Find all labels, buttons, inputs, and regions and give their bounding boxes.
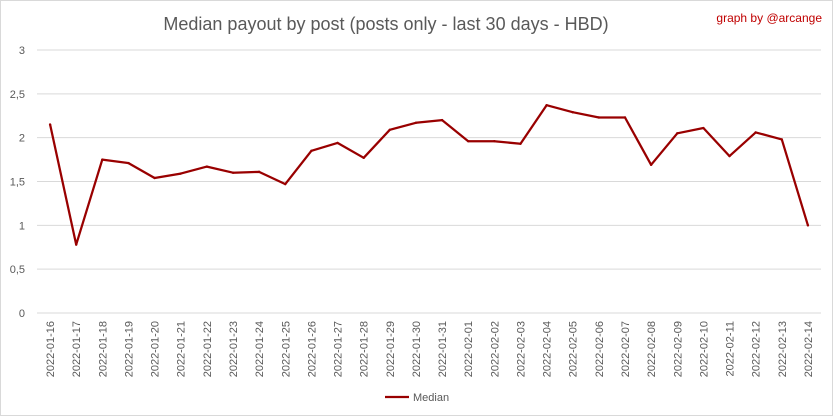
x-tick-label: 2022-01-20 <box>150 321 162 377</box>
gridlines <box>37 49 821 314</box>
data-point <box>754 131 757 134</box>
data-point <box>571 111 574 114</box>
legend-label-median: Median <box>413 392 449 404</box>
x-tick-label: 2022-01-26 <box>306 321 318 377</box>
x-tick-label: 2022-01-28 <box>359 321 371 377</box>
data-point <box>336 141 339 145</box>
x-tick-label: 2022-01-21 <box>176 321 188 377</box>
x-tick-label: 2022-02-01 <box>463 321 475 377</box>
data-point <box>153 176 156 180</box>
data-point <box>75 243 78 246</box>
x-tick-label: 2022-01-23 <box>228 321 240 377</box>
data-point <box>310 149 313 153</box>
x-tick-label: 2022-01-19 <box>123 321 135 377</box>
y-tick-label: 0 <box>19 308 25 320</box>
x-tick-label: 2022-02-04 <box>542 321 554 377</box>
x-tick-label: 2022-01-22 <box>202 321 214 377</box>
data-point <box>493 139 496 143</box>
data-point <box>623 116 627 119</box>
chart-credit: graph by @arcange <box>716 11 822 25</box>
data-point <box>101 158 104 161</box>
x-tick-label: 2022-02-11 <box>725 321 737 376</box>
series-line-median <box>48 104 810 246</box>
y-tick-label: 1,5 <box>10 177 25 189</box>
data-point <box>388 128 391 131</box>
y-tick-label: 2,5 <box>10 89 25 101</box>
x-tick-label: 2022-01-18 <box>97 321 109 377</box>
data-point <box>257 170 261 174</box>
x-tick-label: 2022-02-05 <box>568 321 580 377</box>
y-tick-label: 0,5 <box>10 264 25 276</box>
data-point <box>597 116 601 119</box>
data-point <box>231 171 235 174</box>
x-tick-label: 2022-02-13 <box>777 321 789 377</box>
data-point <box>519 142 522 146</box>
x-tick-label: 2022-02-03 <box>515 321 527 377</box>
data-point <box>205 165 209 168</box>
data-point <box>806 224 810 227</box>
x-tick-label: 2022-02-14 <box>803 321 815 377</box>
x-tick-label: 2022-02-09 <box>672 321 684 377</box>
data-point <box>440 118 444 122</box>
data-point <box>362 156 365 160</box>
x-tick-label: 2022-01-29 <box>385 321 397 377</box>
x-tick-label: 2022-02-02 <box>489 321 501 377</box>
y-tick-label: 1 <box>19 220 25 232</box>
x-tick-label: 2022-01-27 <box>333 321 345 377</box>
data-point <box>179 172 182 175</box>
x-tick-label: 2022-02-12 <box>751 321 763 377</box>
y-tick-label: 2 <box>19 133 25 145</box>
x-tick-label: 2022-02-07 <box>620 321 632 377</box>
y-tick-label: 3 <box>19 45 25 57</box>
x-tick-label: 2022-01-17 <box>71 321 83 377</box>
series-layer <box>48 104 810 246</box>
data-point <box>48 123 52 126</box>
chart-title: Median payout by post (posts only - last… <box>163 14 608 34</box>
x-tick-label: 2022-01-16 <box>45 321 57 377</box>
data-point <box>702 126 705 130</box>
x-tick-label: 2022-01-30 <box>411 321 423 377</box>
y-axis-ticks: 0 0,5 1 1,5 2 2,5 3 <box>10 45 25 320</box>
x-tick-label: 2022-01-24 <box>254 321 266 377</box>
data-point <box>649 163 653 167</box>
x-tick-label: 2022-02-06 <box>594 321 606 377</box>
x-tick-label: 2022-01-31 <box>437 321 449 377</box>
x-tick-label: 2022-01-25 <box>280 321 292 377</box>
x-tick-label: 2022-02-08 <box>646 321 658 377</box>
data-point <box>284 182 287 186</box>
data-point <box>545 104 548 107</box>
data-point <box>676 132 679 135</box>
x-axis-ticks: 2022-01-16 2022-01-17 2022-01-18 2022-01-19… <box>45 321 815 377</box>
data-point <box>467 139 470 143</box>
data-point <box>780 138 783 141</box>
x-tick-label: 2022-02-10 <box>698 321 710 377</box>
data-point <box>127 161 130 165</box>
data-point <box>728 154 731 158</box>
data-point <box>414 121 418 124</box>
legend: Median <box>385 392 449 404</box>
